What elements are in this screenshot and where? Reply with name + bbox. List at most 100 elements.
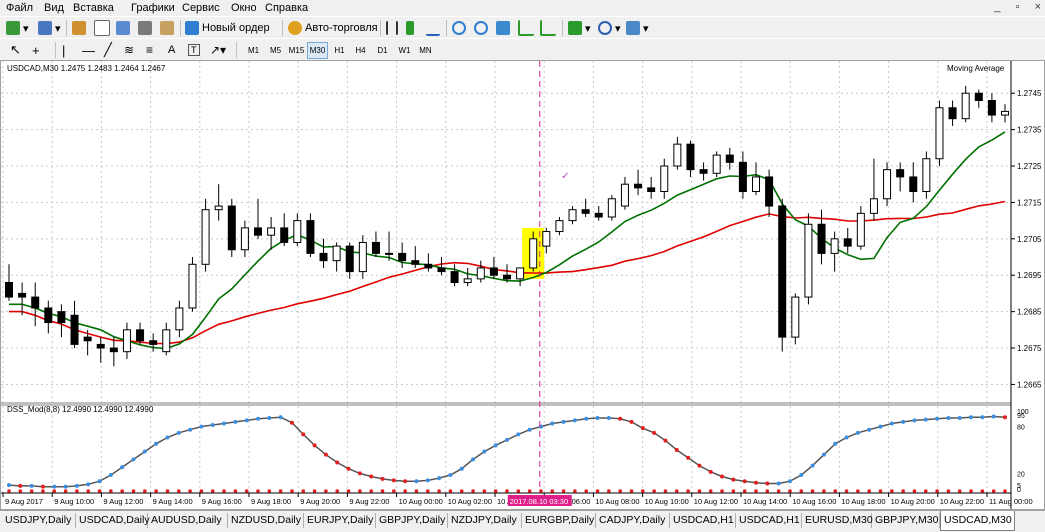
dss-zero-dot: [561, 489, 566, 493]
chart-window[interactable]: 1.2745 1.2735 1.2725 1.2715 1.2705 1.2695 1.26…: [0, 60, 1045, 510]
time-tick-label: 9 Aug 14:00: [153, 497, 193, 506]
dss-zero-dot: [629, 489, 634, 493]
tf-h1[interactable]: H1: [334, 46, 345, 55]
arrows-tool[interactable]: ↗▾: [210, 42, 226, 58]
data-window-button[interactable]: [116, 20, 133, 36]
chart-tab[interactable]: USDCAD,H1: [670, 513, 736, 528]
dss-dot: [63, 484, 68, 489]
candle: [791, 293, 800, 345]
line-chart-button[interactable]: [426, 20, 443, 36]
dss-dot: [493, 443, 498, 448]
templates-button[interactable]: ▾: [626, 20, 649, 36]
dss-dot: [437, 476, 442, 481]
menu-file[interactable]: Файл: [6, 2, 34, 14]
horizontal-line-tool[interactable]: —: [82, 42, 95, 58]
dss-dot: [640, 426, 645, 431]
dss-dot: [855, 430, 860, 435]
terminal-button[interactable]: [138, 20, 155, 36]
menu-insert[interactable]: Вставка: [73, 2, 114, 14]
candle: [594, 206, 603, 221]
chart-tab[interactable]: GBPJPY,Daily: [376, 513, 448, 528]
chart-tab[interactable]: EURGBP,Daily: [522, 513, 596, 528]
close-button[interactable]: ×: [1034, 1, 1041, 13]
autotrading-icon: [288, 21, 302, 35]
tf-mn[interactable]: MN: [419, 46, 432, 55]
tf-m1[interactable]: M1: [247, 46, 260, 55]
candle: [738, 151, 747, 199]
dss-zero-dot: [210, 489, 215, 493]
indicator-tick-label: 20: [1017, 471, 1025, 478]
periods-button[interactable]: ▾: [598, 20, 621, 36]
chart-tab[interactable]: AUDUSD,Daily: [148, 513, 228, 528]
menu-window[interactable]: Окно: [231, 2, 257, 14]
zoom-in-button[interactable]: [452, 20, 469, 36]
chart-tab[interactable]: EURUSD,M30: [802, 513, 873, 528]
chart-tab[interactable]: NZDJPY,Daily: [448, 513, 522, 528]
candle: [568, 206, 577, 225]
dss-dot: [131, 457, 136, 462]
chart-tab[interactable]: USDCAD,Daily: [76, 513, 150, 528]
chart-tab[interactable]: NZDUSD,Daily: [228, 513, 304, 528]
profiles-button[interactable]: ▾: [38, 20, 61, 36]
profiles-icon: [38, 21, 52, 35]
menu-charts[interactable]: Графики: [131, 2, 175, 14]
candle: [581, 198, 590, 217]
tile-windows-button[interactable]: [496, 20, 513, 36]
restore-button[interactable]: ▫: [1015, 1, 1020, 13]
dss-dot: [765, 481, 770, 486]
crosshair-tool[interactable]: +: [32, 42, 40, 58]
tf-m30[interactable]: M30: [307, 42, 328, 59]
new-order-button[interactable]: Новый ордер: [185, 20, 270, 36]
dss-dot: [74, 483, 79, 488]
price-chart[interactable]: 1.2745 1.2735 1.2725 1.2715 1.2705 1.2695 1.26…: [1, 61, 1044, 509]
trendline-tool[interactable]: ╱: [104, 42, 112, 58]
chart-shift-button[interactable]: [540, 20, 559, 36]
bar-chart-button[interactable]: [386, 20, 401, 36]
tf-w1[interactable]: W1: [398, 46, 411, 55]
time-tick-label: 10 Aug 00:00: [399, 497, 443, 506]
navigator-button[interactable]: [94, 20, 113, 36]
menu-help[interactable]: Справка: [265, 2, 309, 14]
dss-zero-dot: [290, 489, 294, 493]
tester-button[interactable]: [160, 20, 177, 36]
candle: [778, 198, 787, 352]
chart-tab[interactable]: USDCAD,M30: [940, 511, 1015, 531]
candle: [660, 158, 669, 199]
candles-button[interactable]: [406, 20, 417, 36]
chart-tab[interactable]: GBPJPY,M30: [872, 513, 940, 528]
dss-zero-dot: [833, 489, 838, 493]
label-tool[interactable]: T: [188, 42, 200, 58]
fibonacci-tool[interactable]: ≡: [146, 42, 153, 58]
new-chart-button[interactable]: ▾: [6, 20, 29, 36]
tf-d1[interactable]: D1: [377, 46, 388, 55]
chart-tab[interactable]: USDCAD,H1: [736, 513, 802, 528]
vertical-line-tool[interactable]: |: [62, 42, 65, 58]
menu-tools[interactable]: Сервис: [182, 2, 220, 14]
dss-dot: [799, 472, 804, 477]
chart-tab[interactable]: CADJPY,Daily: [596, 513, 670, 528]
dss-dot: [550, 421, 555, 426]
market-watch-button[interactable]: [72, 20, 89, 36]
dss-dot: [912, 418, 917, 423]
cursor-tool[interactable]: ↖: [10, 42, 21, 58]
minimize-button[interactable]: _: [994, 1, 1001, 13]
channel-tool[interactable]: ≋: [124, 42, 134, 58]
menu-view[interactable]: Вид: [44, 2, 64, 14]
time-tick-label: 9 Aug 16:00: [202, 497, 242, 506]
tf-m15[interactable]: M15: [288, 46, 305, 55]
dss-dot: [867, 427, 872, 432]
tf-h4[interactable]: H4: [355, 46, 366, 55]
indicators-button[interactable]: ▾: [568, 20, 591, 36]
chart-tab[interactable]: EURJPY,Daily: [304, 513, 376, 528]
dss-zero-dot: [697, 489, 702, 493]
tf-m5[interactable]: M5: [269, 46, 282, 55]
candle: [83, 329, 92, 356]
text-tool[interactable]: A: [168, 42, 175, 58]
autoscroll-button[interactable]: [518, 20, 537, 36]
autotrading-button[interactable]: Авто-торговля: [288, 20, 378, 36]
zoom-out-button[interactable]: [474, 20, 491, 36]
ma-fast-line: [9, 131, 1006, 350]
dss-zero-dot: [878, 489, 883, 493]
dss-dot: [935, 416, 940, 421]
chart-tab[interactable]: USDJPY,Daily: [2, 513, 76, 528]
